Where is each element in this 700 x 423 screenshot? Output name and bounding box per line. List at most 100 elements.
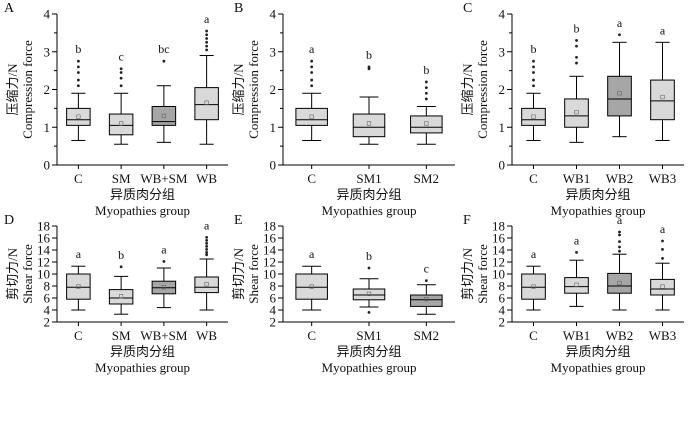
x-tick-label: C [529,171,538,186]
outlier-point [424,97,428,101]
outlier-point [575,56,578,59]
outlier-point [532,71,535,74]
y-tick-label: 8 [44,279,51,294]
iqr-box [607,75,632,117]
outlier-point [310,71,314,74]
y-tick-label: 18 [37,219,50,234]
significance-letter: a [617,213,623,227]
y-axis-label-cn: 压缩力/N [460,63,475,116]
y-tick-label: 2 [44,315,51,330]
panel-label: C [463,1,472,16]
box-wb2: a WB2 [606,213,633,343]
outlier-point [310,84,314,88]
mean-marker [309,284,314,289]
outlier-point [76,65,80,69]
y-tick-label: 0 [499,158,506,173]
outlier-point [205,253,209,257]
iqr-box [607,272,632,294]
outlier-point [119,84,123,88]
y-tick-label: 4 [270,303,277,318]
significance-letter: a [617,16,623,30]
iqr-box [108,113,134,136]
y-tick-label: 4 [270,7,277,22]
outlier-point [205,33,209,37]
outlier-point [205,239,209,242]
y-tick-label: 2 [270,315,277,330]
outlier-point [76,84,80,88]
y-tick-label: 4 [44,7,51,22]
outlier-point [205,44,209,48]
mean-marker [161,113,166,119]
panel-label: F [463,213,471,228]
significance-letter: b [531,42,537,56]
outlier-point [532,84,535,88]
mean-marker [660,94,665,100]
y-tick-label: 12 [492,255,505,270]
mean-marker [617,280,622,286]
outlier-point [618,240,621,244]
y-tick-label: 10 [263,267,276,282]
outlier-point [76,78,80,82]
x-tick-label: WB1 [563,328,590,343]
outlier-point [424,91,428,95]
box-wb3: a WB3 [649,222,676,343]
x-tick-label: WB2 [606,328,633,343]
mean-marker [531,284,536,289]
iqr-box [295,273,328,300]
box-c: bC [66,42,91,186]
y-tick-label: 18 [263,219,276,234]
outlier-point [575,61,578,65]
mean-marker [119,294,124,299]
mean-marker [309,114,314,119]
outlier-point [424,80,428,84]
outlier-point [205,236,209,239]
y-tick-label: 2 [44,82,51,97]
outlier-point [119,67,123,71]
outlier-point [618,230,621,234]
outlier-point [618,233,621,237]
outlier-point [618,249,621,253]
y-tick-label: 1 [499,120,506,135]
panel-label: A [4,1,15,16]
outlier-point [119,71,123,74]
outlier-point [532,65,535,69]
y-tick-label: 6 [270,291,277,306]
significance-letter: a [161,242,167,256]
outlier-point [76,71,80,74]
y-tick-label: 2 [499,82,506,97]
y-tick-label: 12 [263,255,276,270]
y-tick-label: 16 [263,231,277,246]
outlier-point [661,248,664,251]
x-tick-label: WB+SM [140,171,188,186]
y-axis-label-en: Compression force [20,40,35,139]
x-tick-label: SM2 [414,328,439,343]
outlier-point [205,251,209,254]
y-tick-label: 3 [44,44,51,59]
outlier-point [367,266,371,270]
significance-letter: bc [158,42,169,56]
outlier-point [205,48,209,52]
significance-letter: b [574,21,580,35]
box-c: aC [66,247,91,343]
y-tick-label: 10 [37,267,50,282]
significance-letter: c [424,262,429,276]
y-tick-label: 14 [37,243,51,258]
outlier-point [618,245,621,249]
x-tick-label: WB1 [563,171,590,186]
x-tick-label: WB3 [649,328,676,343]
significance-letter: a [309,42,315,56]
x-tick-label: SM2 [414,171,439,186]
x-tick-label: SM1 [356,171,381,186]
mean-marker [161,285,166,290]
box-wb1: a WB1 [563,233,590,343]
iqr-box [650,79,675,121]
x-axis-label-cn: 异质肉分组 [565,187,630,202]
panel-label: B [234,1,243,16]
x-tick-label: C [307,328,316,343]
y-tick-label: 16 [492,231,506,246]
outlier-point [162,59,166,63]
box-wb2: a WB2 [606,16,633,186]
